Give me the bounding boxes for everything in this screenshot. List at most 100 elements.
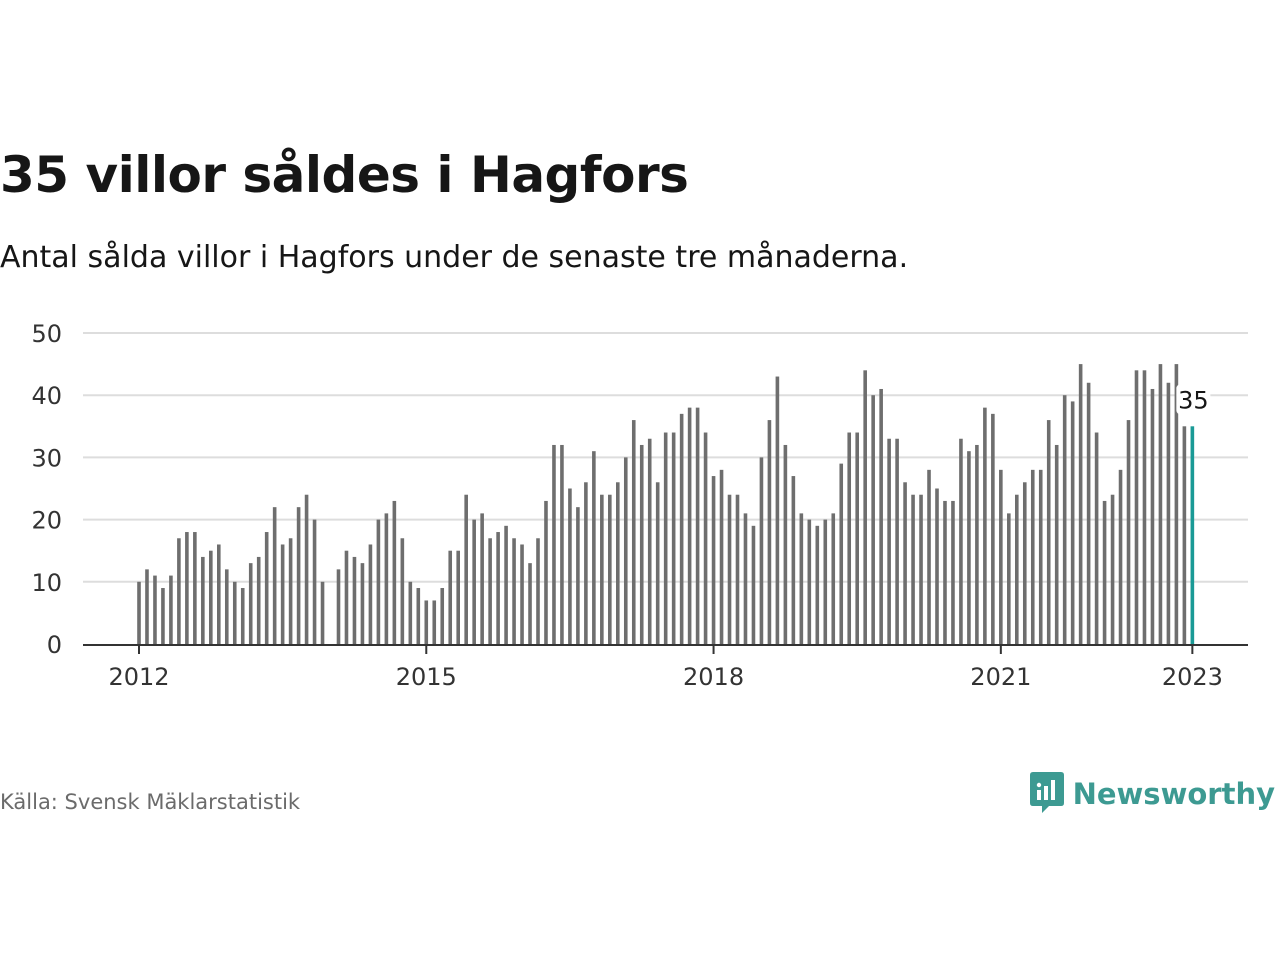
bar [568, 488, 572, 644]
bar [177, 538, 181, 644]
bar [663, 432, 668, 644]
bar [408, 581, 413, 644]
bar [1046, 420, 1051, 644]
bar [887, 438, 891, 644]
bar [679, 413, 684, 644]
bar [903, 482, 907, 644]
bar [472, 519, 476, 644]
bar [1054, 444, 1059, 644]
bar [967, 451, 971, 644]
bar [496, 532, 500, 644]
bar [145, 569, 149, 644]
bar [201, 556, 205, 644]
bar [312, 519, 317, 644]
bar [384, 513, 389, 644]
bar [767, 420, 772, 644]
y-tick-label: 10 [31, 569, 62, 597]
bar [831, 513, 836, 644]
bar [1062, 395, 1067, 644]
annotation-label: 35 [1178, 386, 1209, 414]
bar [1038, 469, 1043, 644]
y-tick-label: 20 [31, 507, 62, 535]
bar [1102, 500, 1107, 644]
chart-subtitle: Antal sålda villor i Hagfors under de se… [0, 240, 909, 275]
bar-highlight [1190, 426, 1195, 644]
bar [1174, 364, 1179, 644]
bar [695, 407, 700, 644]
bar [799, 513, 804, 644]
bar [815, 525, 820, 644]
bar [983, 407, 987, 644]
bar [432, 600, 437, 644]
bar [623, 457, 628, 644]
bar [320, 581, 325, 644]
bar [264, 532, 269, 644]
bar [1118, 469, 1123, 644]
bar [1022, 482, 1027, 644]
bar [209, 550, 213, 644]
bar [823, 519, 828, 644]
bar [791, 476, 796, 644]
bar [480, 513, 484, 644]
bar [416, 588, 421, 644]
bar [687, 407, 692, 644]
bar [368, 544, 373, 644]
bar [783, 444, 788, 644]
bar [528, 563, 532, 644]
bar [169, 575, 173, 644]
bar [193, 532, 197, 644]
bar [943, 500, 947, 644]
bar [296, 507, 301, 644]
bar [855, 432, 859, 644]
annotation-background [1176, 384, 1211, 415]
bar [544, 500, 548, 644]
bar [743, 513, 748, 644]
bar [512, 538, 516, 644]
bar [759, 457, 764, 644]
bar [248, 563, 253, 644]
x-tick-label: 2018 [683, 663, 744, 691]
bar [600, 494, 604, 644]
bar [1126, 420, 1131, 644]
bar [552, 444, 556, 644]
bar [448, 550, 453, 644]
bar [504, 525, 508, 644]
source-note: Källa: Svensk Mäklarstatistik [0, 790, 301, 814]
y-axis-ticks: 0 10 20 30 40 50 [31, 320, 62, 659]
bar [352, 556, 357, 644]
bar [456, 550, 460, 644]
x-axis-ticks: 2012 2015 2018 2021 2023 [108, 645, 1223, 691]
brand-name: Newsworthy [1072, 777, 1275, 811]
bar [919, 494, 923, 644]
bar [751, 525, 756, 644]
bar [240, 588, 245, 644]
bar [224, 569, 229, 644]
bar [272, 507, 277, 644]
bar [999, 469, 1003, 644]
bar [584, 482, 588, 644]
bar [1182, 426, 1187, 644]
bar [1030, 469, 1035, 644]
bar [927, 469, 931, 644]
bar [863, 370, 867, 644]
bar [655, 482, 660, 644]
y-tick-label: 30 [31, 444, 62, 472]
newsworthy-logo-icon [1029, 770, 1065, 818]
bar [1094, 432, 1099, 644]
bar [1078, 364, 1083, 644]
bar [1166, 382, 1171, 644]
bar [280, 544, 285, 644]
bar [975, 444, 979, 644]
bar [639, 444, 644, 644]
annotations: 35 [1176, 384, 1211, 415]
bar [911, 494, 915, 644]
brand-logo[interactable]: Newsworthy [1029, 770, 1275, 818]
bar-chart: 0 10 20 30 40 50 2012 2015 2018 2021 2023 35 [31, 320, 1248, 691]
x-tick-label: 2023 [1162, 663, 1223, 691]
bar [847, 432, 852, 644]
bar [735, 494, 740, 644]
bar [161, 588, 165, 644]
bar [711, 476, 716, 644]
bar [137, 581, 141, 644]
bar [488, 538, 492, 644]
